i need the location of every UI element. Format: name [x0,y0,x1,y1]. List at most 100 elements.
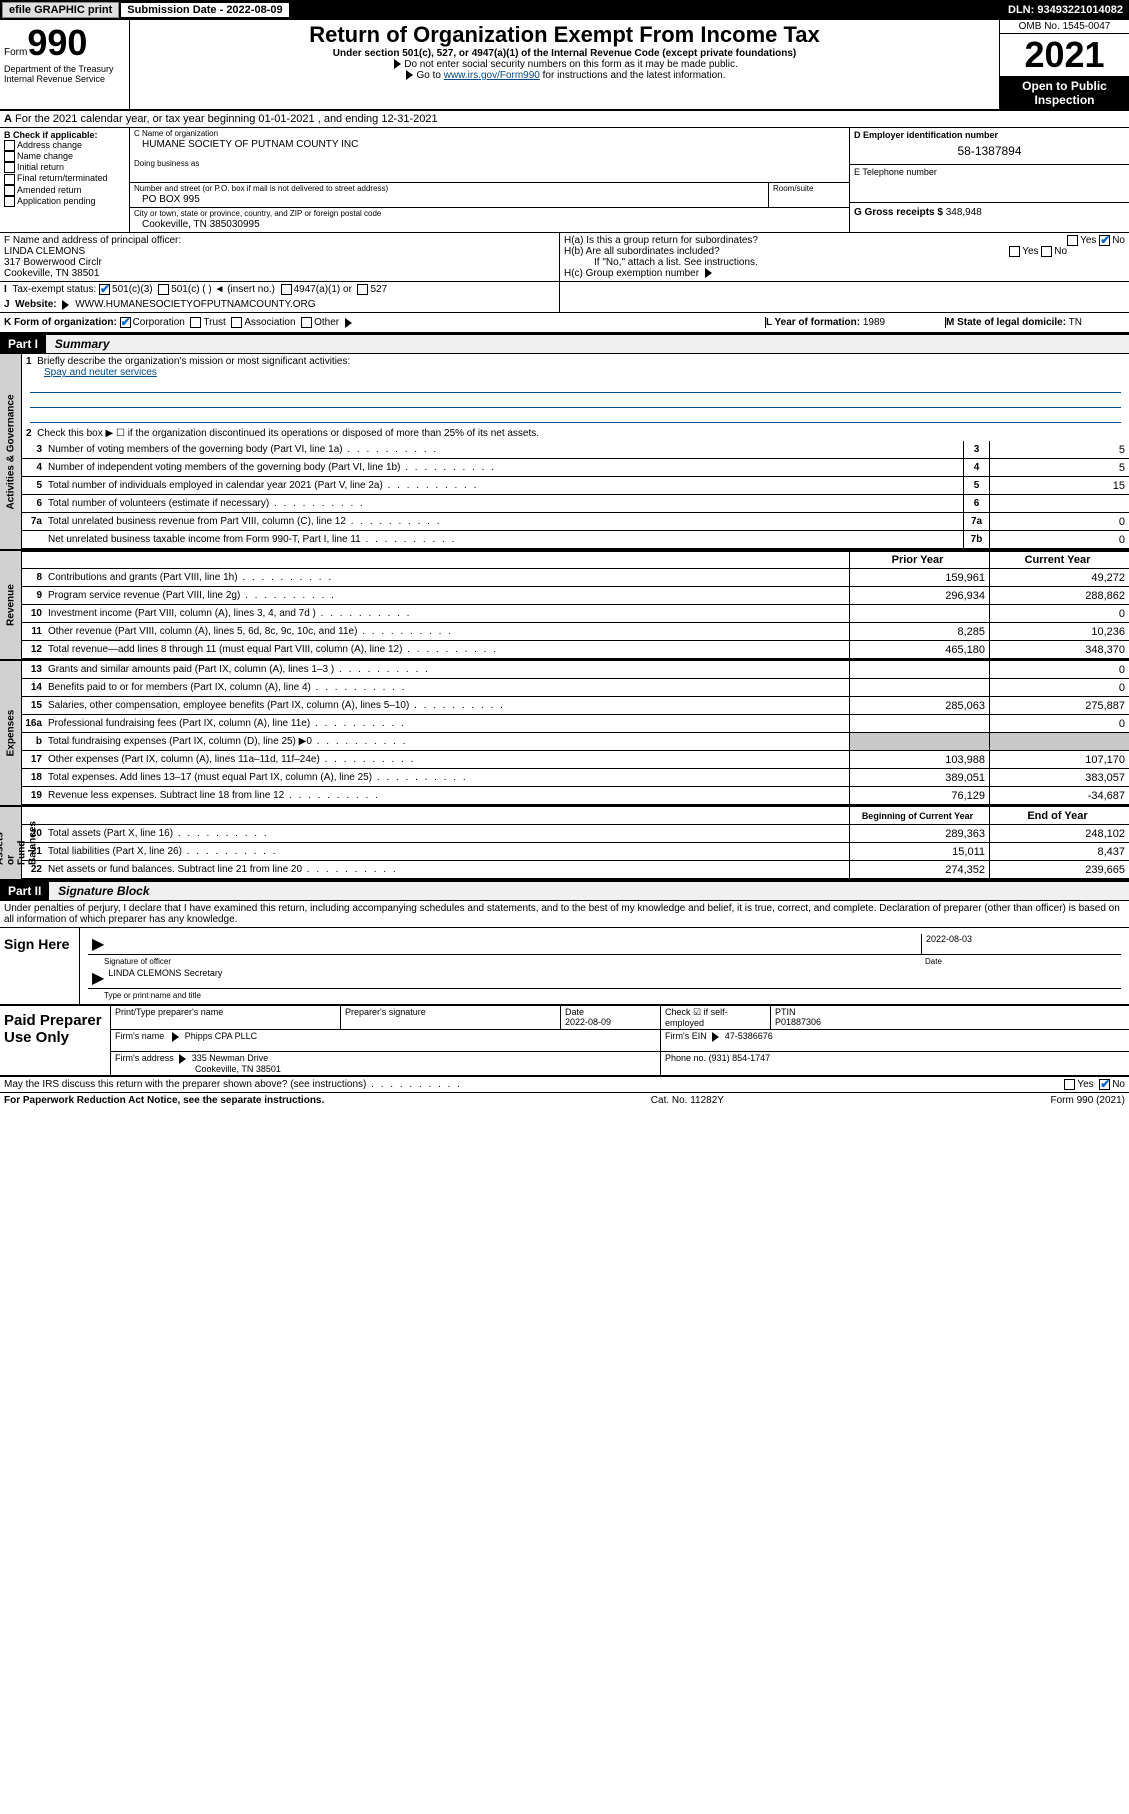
phone-lbl: Phone no. [665,1053,706,1063]
firm-addr-lbl: Firm's address [115,1053,174,1063]
part1-bar: Part I Summary [0,334,1129,354]
sect-revenue: Revenue Prior Year Current Year 8Contrib… [0,551,1129,661]
hb-yes[interactable] [1009,246,1020,257]
hdr-end: End of Year [989,807,1129,824]
cb-other[interactable] [301,317,312,328]
hc-label: H(c) Group exemption number [564,268,699,279]
arrow-icon [705,268,712,278]
room-label: Room/suite [769,183,849,194]
paid-hdr: Paid Preparer Use Only [0,1006,110,1075]
part2-bar: Part II Signature Block [0,881,1129,901]
cb-trust[interactable] [190,317,201,328]
firm-ein: 47-5386676 [725,1031,773,1041]
ha-label: H(a) Is this a group return for subordin… [564,235,758,246]
prep-name-lbl: Print/Type preparer's name [111,1006,341,1029]
officer-addr2: Cookeville, TN 38501 [4,268,555,279]
open-public: Open to Public Inspection [1000,77,1129,109]
b-header: B Check if applicable: [4,130,98,140]
part2-hdr: Part II [0,882,49,900]
firm-lbl: Firm's name [115,1031,164,1041]
form-number: 990 [27,22,87,63]
website: WWW.HUMANESOCIETYOFPUTNAMCOUNTY.ORG [75,299,315,310]
d-label: D Employer identification number [854,130,1125,140]
g-label: G Gross receipts $ [854,207,943,218]
f-label: F Name and address of principal officer: [4,235,555,246]
officer-name-title: LINDA CLEMONS Secretary [108,968,222,988]
part1-hdr: Part I [0,335,46,353]
discuss-yes[interactable] [1064,1079,1075,1090]
l-label: L Year of formation: [766,317,860,328]
hb-label: H(b) Are all subordinates included? [564,246,720,257]
year-formation: 1989 [863,317,885,328]
hb-no[interactable] [1041,246,1052,257]
arrow-icon: ▶ [88,934,108,954]
dln: DLN: 93493221014082 [1008,4,1129,16]
arrow-icon [179,1054,186,1064]
cb-final: Final return/terminated [4,173,125,184]
officer-addr1: 317 Bowerwood Circlr [4,257,555,268]
domicile: TN [1069,317,1082,328]
e-label: E Telephone number [854,167,1125,177]
sig-date-lbl: Date [925,957,1125,966]
cb-501c3[interactable] [99,284,110,295]
c-name-label: C Name of organization [130,128,849,139]
efile-button[interactable]: efile GRAPHIC print [2,2,119,18]
sect-expenses: Expenses 13Grants and similar amounts pa… [0,661,1129,807]
sect-governance: Activities & Governance 1 Briefly descri… [0,354,1129,551]
k-label: K Form of organization: [4,317,117,328]
irs-link[interactable]: www.irs.gov/Form990 [444,70,540,81]
note1: Do not enter social security numbers on … [404,59,737,70]
sig-officer-lbl: Signature of officer [104,957,925,966]
form-header: Form990 Department of the Treasury Inter… [0,20,1129,111]
form-title: Return of Organization Exempt From Incom… [134,22,995,48]
tax-year: 2021 [1000,34,1129,77]
arrow-icon [345,318,352,328]
section-fh: F Name and address of principal officer:… [0,233,1129,282]
j-label: Website: [15,299,57,310]
ha-no[interactable] [1099,235,1110,246]
footer-right: Form 990 (2021) [1051,1095,1125,1106]
gov-label: Activities & Governance [5,394,16,509]
discuss-no[interactable] [1099,1079,1110,1090]
omb-number: OMB No. 1545-0047 [1000,20,1129,34]
form-word: Form [4,47,27,58]
hdr-begin: Beginning of Current Year [849,807,989,824]
cb-527[interactable] [357,284,368,295]
line-a: A For the 2021 calendar year, or tax yea… [0,111,1129,128]
ptin-lbl: PTIN [775,1007,796,1017]
officer-name: LINDA CLEMONS [4,246,555,257]
note2-post: for instructions and the latest informat… [540,70,726,81]
street-label: Number and street (or P.O. box if mail i… [130,183,768,194]
cb-4947[interactable] [281,284,292,295]
mission-text[interactable]: Spay and neuter services [44,367,157,378]
sign-block: Sign Here ▶ 2022-08-03 Signature of offi… [0,928,1129,1006]
cb-name: Name change [4,151,125,162]
hdr-curr: Current Year [989,552,1129,568]
ptin: P01887306 [775,1017,821,1027]
street: PO BOX 995 [130,194,768,207]
entity-block: B Check if applicable: Address change Na… [0,128,1129,233]
arrow-icon [62,300,69,310]
cb-assoc[interactable] [231,317,242,328]
arrow-icon [172,1032,179,1042]
l2-text: Check this box ▶ ☐ if the organization d… [37,428,539,439]
hb-note: If "No," attach a list. See instructions… [564,257,1125,268]
top-bar: efile GRAPHIC print Submission Date - 20… [0,0,1129,20]
arrow-icon [406,70,413,80]
sig-date: 2022-08-03 [921,934,1121,954]
m-label: M State of legal domicile: [946,317,1066,328]
dba-label: Doing business as [130,158,849,169]
cb-pending: Application pending [4,196,125,207]
l1-num: 1 [26,356,32,367]
discuss-line: May the IRS discuss this return with the… [0,1077,1129,1093]
sect-net: Net Assets or Fund Balances Beginning of… [0,807,1129,881]
cb-501c[interactable] [158,284,169,295]
sign-here: Sign Here [0,928,80,1004]
ein: 58-1387894 [854,140,1125,162]
city-label: City or town, state or province, country… [130,208,849,219]
prep-date: 2022-08-09 [565,1017,611,1027]
cb-corp[interactable] [120,317,131,328]
firm-name: Phipps CPA PLLC [185,1031,257,1041]
ha-yes[interactable] [1067,235,1078,246]
firm-ein-lbl: Firm's EIN [665,1031,707,1041]
